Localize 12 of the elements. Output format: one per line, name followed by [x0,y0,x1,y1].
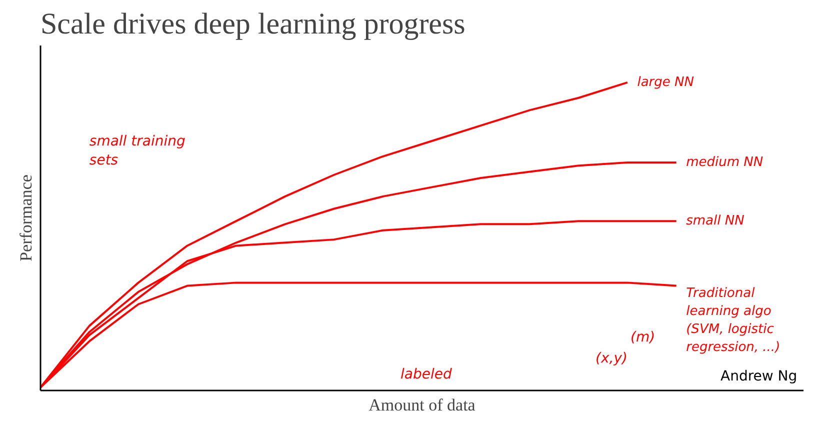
annotation: (m) [630,330,656,346]
text: Andrew Ng [720,368,798,384]
series-label: Traditional learning algo (SVM, logistic regression, ...) [686,286,780,355]
series-label: large NN [637,74,694,90]
annotation: small training sets [89,134,186,169]
annotation: labeled [400,366,452,382]
y-axis-title: Performance [16,174,36,262]
chart-title: Scale drives deep learning progress [40,8,466,40]
series-label: medium NN [686,155,764,170]
x-axis-title: Amount of data [368,396,476,414]
series-label: small NN [686,214,745,229]
annotation: (x,y) [596,350,628,366]
